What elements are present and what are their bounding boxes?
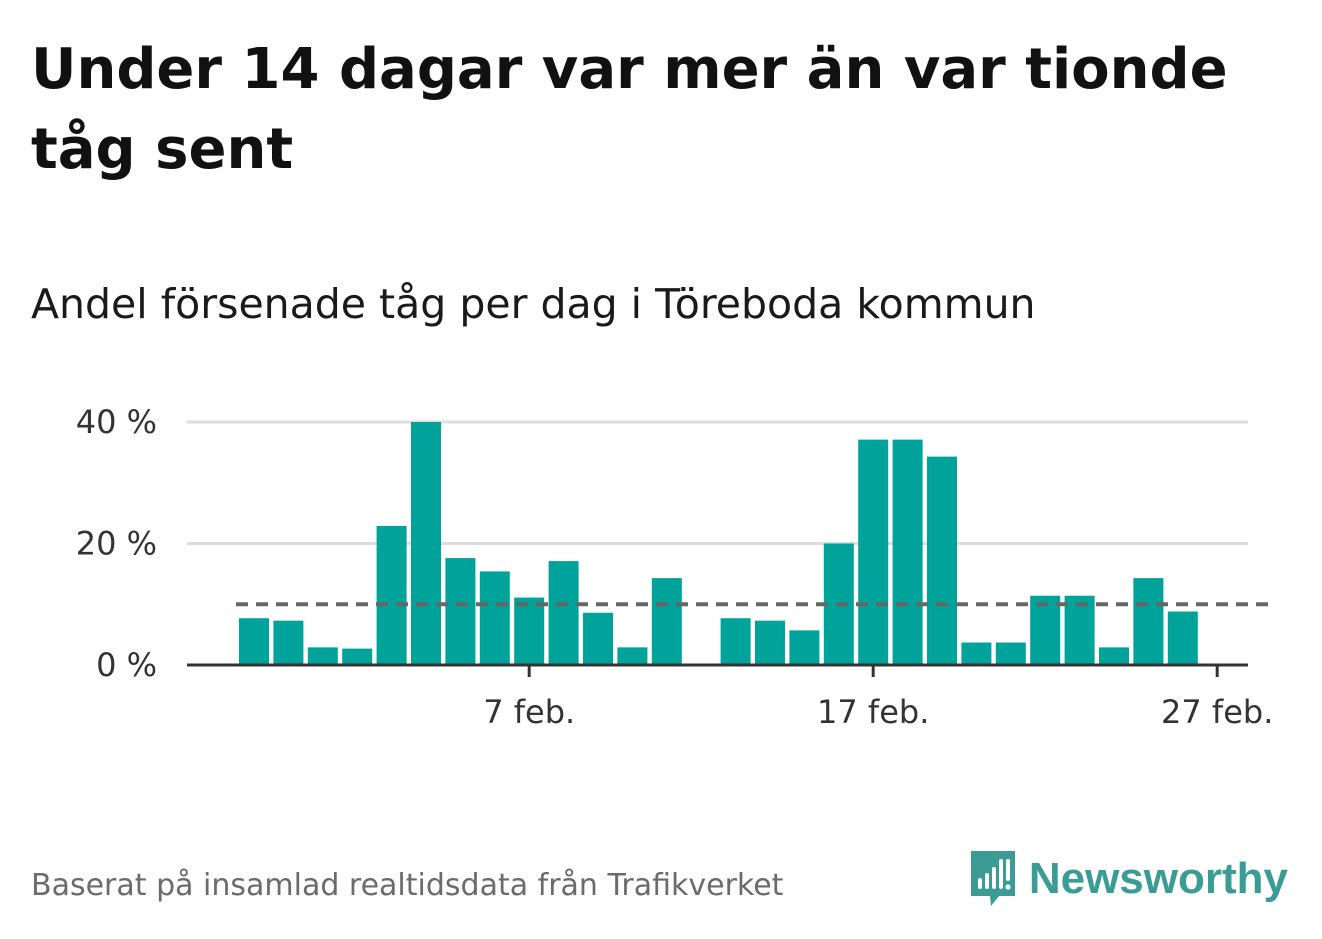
bar bbox=[548, 561, 579, 665]
bar bbox=[514, 597, 545, 665]
bar bbox=[479, 571, 510, 665]
bar bbox=[342, 648, 373, 665]
x-tick-label: 27 feb. bbox=[1161, 693, 1273, 731]
bar bbox=[1167, 611, 1198, 665]
brand-logo: Newsworthy bbox=[969, 848, 1288, 910]
chart-title: Under 14 dagar var mer än var tionde tåg… bbox=[31, 37, 1228, 182]
x-tick-label: 17 feb. bbox=[817, 693, 929, 731]
y-tick-label: 0 % bbox=[96, 646, 157, 684]
chart-subtitle: Andel försenade tåg per dag i Töreboda k… bbox=[31, 280, 1036, 328]
bar bbox=[755, 620, 785, 665]
newsworthy-logo-icon bbox=[970, 851, 1015, 906]
source-note: Baserat på insamlad realtidsdata från Tr… bbox=[31, 868, 784, 903]
bar bbox=[445, 558, 476, 665]
bar bbox=[858, 439, 889, 665]
bar bbox=[583, 612, 613, 665]
bar bbox=[411, 422, 441, 665]
x-tick-label: 7 feb. bbox=[483, 693, 575, 731]
bar bbox=[376, 525, 407, 665]
y-tick-label: 40 % bbox=[76, 403, 157, 441]
y-tick-label: 20 % bbox=[76, 525, 157, 563]
bar bbox=[1099, 647, 1129, 665]
bar bbox=[273, 620, 304, 665]
bar bbox=[239, 618, 269, 665]
bar-chart: 0 % 20 % 40 % 7 feb. 17 feb. 27 feb. bbox=[76, 403, 1274, 731]
bar bbox=[651, 578, 682, 665]
bar bbox=[720, 618, 751, 665]
bar bbox=[927, 456, 957, 665]
bar bbox=[995, 642, 1026, 665]
bar bbox=[961, 642, 992, 665]
bar bbox=[307, 647, 338, 665]
bar bbox=[789, 630, 820, 665]
bar bbox=[1030, 595, 1061, 665]
brand-name: Newsworthy bbox=[1028, 854, 1288, 903]
bar bbox=[1133, 578, 1164, 665]
bar bbox=[892, 439, 923, 665]
bar bbox=[617, 647, 648, 665]
bar bbox=[1064, 595, 1095, 665]
